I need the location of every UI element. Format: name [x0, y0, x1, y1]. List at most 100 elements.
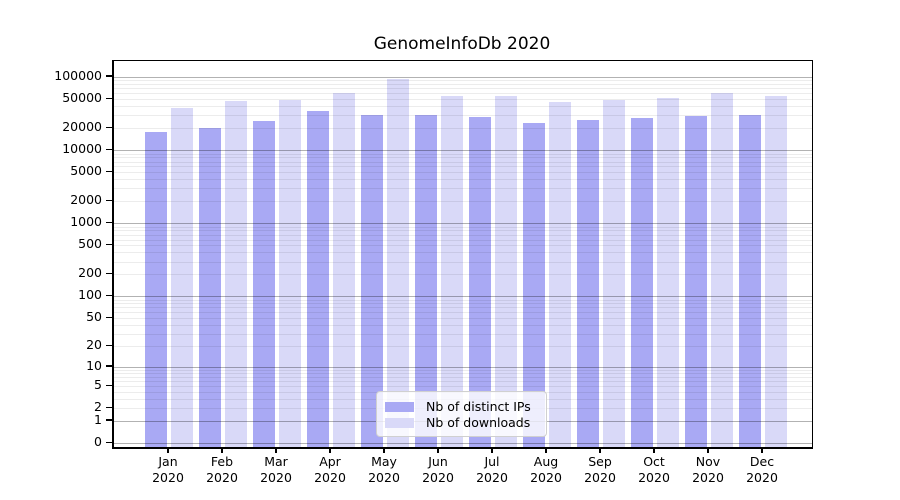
x-tick-month: Oct: [643, 454, 665, 469]
y-tick-mark: [106, 419, 113, 421]
bar-downloads-jul: [495, 95, 517, 447]
y-tick-label: 20000: [62, 119, 102, 135]
bar-distinct-ips-may: [361, 114, 383, 447]
x-tick-label-jul: Jul 2020: [462, 454, 522, 486]
bar-downloads-mar: [279, 100, 301, 447]
y-tick-mark: [106, 316, 113, 318]
bar-distinct-ips-sep: [577, 120, 599, 447]
x-tick-year: 2020: [584, 470, 616, 485]
bar-downloads-feb: [225, 100, 247, 447]
x-tick-year: 2020: [314, 470, 346, 485]
y-tick-label: 50: [86, 309, 102, 324]
x-tick-year: 2020: [368, 470, 400, 485]
bar-downloads-oct: [657, 98, 679, 447]
x-tick-year: 2020: [260, 470, 292, 485]
y-tick-mark: [106, 126, 113, 129]
x-tick-year: 2020: [746, 470, 778, 485]
bar-downloads-apr: [333, 93, 355, 447]
y-tick-label: 2: [94, 399, 102, 415]
x-tick-year: 2020: [530, 470, 562, 485]
legend-row-distinct-ips: Nb of distinct IPs: [385, 399, 537, 414]
x-tick-month: Feb: [210, 454, 234, 469]
bar-downloads-dec: [765, 95, 787, 447]
y-tick-mark: [106, 75, 113, 77]
x-tick-mark: [383, 448, 385, 453]
x-tick-label-feb: Feb 2020: [192, 454, 252, 486]
x-tick-month: Nov: [695, 454, 721, 469]
legend-label-distinct-ips: Nb of distinct IPs: [426, 399, 531, 414]
bar-distinct-ips-aug: [523, 122, 545, 447]
x-tick-mark: [275, 448, 277, 453]
bar-downloads-may: [387, 78, 409, 447]
y-tick-mark: [106, 344, 113, 347]
y-tick-label: 500: [78, 236, 102, 252]
legend-label-downloads: Nb of downloads: [426, 415, 531, 430]
x-tick-month: Mar: [264, 454, 288, 469]
y-tick-label: 50000: [62, 90, 102, 106]
bar-downloads-jan: [171, 108, 193, 447]
x-tick-mark: [545, 448, 547, 453]
legend-row-downloads: Nb of downloads: [385, 415, 537, 430]
x-tick-mark: [329, 448, 331, 453]
y-tick-mark: [106, 97, 113, 100]
y-tick-label: 1000: [70, 214, 102, 230]
y-tick-mark: [106, 406, 113, 409]
legend-swatch-distinct-ips: [385, 401, 414, 412]
y-tick-label: 10000: [62, 141, 102, 157]
x-tick-mark: [491, 448, 493, 453]
bar-distinct-ips-feb: [199, 128, 221, 447]
y-tick-mark: [106, 384, 113, 387]
x-tick-year: 2020: [692, 470, 724, 485]
x-tick-year: 2020: [152, 470, 184, 485]
x-tick-month: Aug: [533, 454, 559, 469]
x-tick-label-mar: Mar 2020: [246, 454, 306, 486]
y-tick-mark: [106, 272, 113, 275]
y-tick-label: 100: [78, 287, 102, 303]
x-tick-mark: [707, 448, 709, 453]
y-tick-mark: [106, 221, 113, 224]
legend: Nb of distinct IPs Nb of downloads: [376, 391, 547, 437]
x-tick-mark: [761, 448, 763, 453]
bar-downloads-sep: [603, 100, 625, 447]
bar-distinct-ips-nov: [685, 115, 707, 447]
x-tick-label-aug: Aug 2020: [516, 454, 576, 486]
x-tick-label-oct: Oct 2020: [624, 454, 684, 486]
y-tick-mark: [106, 365, 113, 367]
y-tick-mark: [106, 243, 113, 246]
x-tick-month: May: [371, 454, 397, 469]
y-tick-label: 1: [94, 411, 102, 427]
y-tick-mark: [106, 441, 113, 443]
y-tick-label: 5000: [70, 163, 102, 179]
y-tick-mark: [106, 294, 113, 297]
plot-area: [112, 60, 813, 449]
x-tick-mark: [221, 448, 223, 453]
legend-swatch-downloads: [385, 417, 414, 428]
x-tick-label-jun: Jun 2020: [408, 454, 468, 486]
bar-distinct-ips-oct: [631, 117, 653, 447]
bar-distinct-ips-apr: [307, 111, 329, 447]
x-tick-label-apr: Apr 2020: [300, 454, 360, 486]
x-tick-month: Sep: [588, 454, 612, 469]
x-tick-mark: [437, 448, 439, 453]
y-tick-label: 100000: [54, 67, 102, 83]
y-tick-mark: [106, 170, 113, 173]
y-tick-mark: [106, 148, 113, 151]
y-tick-label: 10: [86, 357, 102, 373]
y-tick-label: 0: [94, 434, 102, 449]
x-tick-label-nov: Nov 2020: [678, 454, 738, 486]
x-tick-month: Jul: [484, 454, 500, 469]
y-tick-label: 5: [94, 377, 102, 393]
x-tick-year: 2020: [638, 470, 670, 485]
bar-distinct-ips-dec: [739, 115, 761, 447]
y-tick-mark: [106, 199, 113, 202]
x-tick-month: Apr: [319, 454, 341, 469]
y-tick-label: 20: [86, 337, 102, 353]
x-tick-year: 2020: [476, 470, 508, 485]
bar-distinct-ips-jul: [469, 116, 491, 447]
x-tick-month: Dec: [749, 454, 775, 469]
x-tick-mark: [167, 448, 169, 453]
x-tick-mark: [653, 448, 655, 453]
bar-distinct-ips-mar: [253, 120, 275, 447]
x-tick-mark: [599, 448, 601, 453]
